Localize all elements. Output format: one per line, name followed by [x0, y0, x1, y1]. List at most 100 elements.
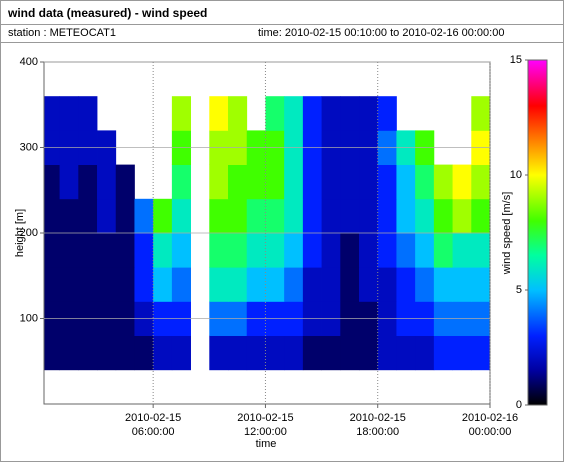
heatmap-cell: [359, 267, 379, 302]
heatmap-cell: [228, 233, 248, 268]
heatmap-cell: [415, 267, 435, 302]
heatmap-cell: [209, 164, 229, 200]
heatmap-cell: [134, 198, 154, 234]
heatmap-cell: [265, 198, 285, 234]
heatmap-cell: [59, 335, 79, 371]
heatmap-cell: [340, 233, 360, 268]
heatmap-cell: [171, 198, 191, 234]
y-axis-label: height [m]: [14, 209, 26, 257]
heatmap-cell: [359, 335, 379, 371]
heatmap-cell: [359, 233, 379, 268]
heatmap-cell: [97, 335, 117, 371]
heatmap-cell: [452, 233, 472, 268]
heatmap-cell: [171, 233, 191, 268]
heatmap-cell: [59, 233, 79, 268]
heatmap-cell: [134, 267, 154, 302]
heatmap-cell: [44, 335, 60, 371]
heatmap-cell: [171, 267, 191, 302]
heatmap-cell: [115, 267, 135, 302]
heatmap-cell: [471, 164, 491, 200]
heatmap-cell: [265, 335, 285, 371]
heatmap-cell: [302, 335, 322, 371]
heatmap-cell: [302, 164, 322, 200]
heatmap-cell: [153, 198, 173, 234]
heatmap-cell: [59, 198, 79, 234]
heatmap-cell: [452, 335, 472, 371]
heatmap-cell: [433, 164, 453, 200]
heatmap-cell: [153, 267, 173, 302]
heatmap-cell: [321, 198, 341, 234]
heatmap-cell: [433, 198, 453, 234]
heatmap-cell: [415, 335, 435, 371]
heatmap-cell: [396, 335, 416, 371]
heatmap-cell: [359, 96, 379, 131]
heatmap-cell: [433, 267, 453, 302]
heatmap-cell: [284, 267, 304, 302]
colorbar-tick-label: 15: [510, 54, 522, 66]
heatmap-cell: [115, 198, 135, 234]
heatmap-cell: [452, 267, 472, 302]
heatmap-cell: [78, 164, 98, 200]
heatmap-cell: [97, 233, 117, 268]
heatmap-cell: [78, 96, 98, 131]
heatmap-cell: [44, 198, 60, 234]
period: time: 2010-02-15 00:10:00 to 2010-02-16 …: [258, 27, 504, 39]
heatmap-cell: [377, 335, 397, 371]
heatmap-cell: [44, 233, 60, 268]
colorbar: [527, 59, 548, 406]
y-tick-label: 400: [20, 56, 38, 68]
heatmap-cell: [209, 198, 229, 234]
x-tick-label: 2010-02-15 18:00:00: [350, 412, 406, 438]
heatmap-cell: [115, 164, 135, 200]
heatmap-cell: [377, 198, 397, 234]
x-tick-label: 2010-02-16 00:00:00: [462, 412, 518, 438]
heatmap-cell: [396, 198, 416, 234]
x-axis-label: time: [256, 438, 277, 450]
heatmap-cell: [284, 233, 304, 268]
heatmap-cell: [44, 164, 60, 200]
heatmap-cell: [228, 267, 248, 302]
heatmap-cell: [321, 335, 341, 371]
heatmap-cell: [321, 233, 341, 268]
heatmap-cell: [97, 198, 117, 234]
heatmap-cell: [97, 164, 117, 200]
heatmap-cell: [415, 233, 435, 268]
chart-title: wind data (measured) - wind speed: [7, 6, 207, 20]
heatmap-cell: [471, 335, 491, 371]
heatmap-cell: [171, 164, 191, 200]
heatmap-cell: [471, 267, 491, 302]
heatmap-cell: [209, 267, 229, 302]
heatmap-cell: [471, 96, 491, 131]
heatmap-cell: [340, 335, 360, 371]
heatmap-cell: [171, 96, 191, 131]
heatmap-cell: [377, 96, 397, 131]
heatmap-cell: [153, 233, 173, 268]
heatmap-cell: [302, 267, 322, 302]
heatmap-cell: [228, 164, 248, 200]
heatmap-cell: [377, 267, 397, 302]
heatmap-cell: [321, 267, 341, 302]
heatmap-cell: [265, 233, 285, 268]
heatmap-cell: [415, 198, 435, 234]
heatmap-cell: [134, 335, 154, 371]
heatmap-cell: [396, 233, 416, 268]
heatmap-cell: [377, 164, 397, 200]
heatmap-cell: [209, 96, 229, 131]
y-tick-label: 300: [20, 141, 38, 153]
heatmap-cell: [340, 96, 360, 131]
heatmap-cell: [340, 267, 360, 302]
heatmap-cell: [134, 233, 154, 268]
heatmap-cell: [171, 335, 191, 371]
heatmap-cell: [377, 233, 397, 268]
heatmap-cell: [115, 335, 135, 371]
heatmap-cell: [78, 267, 98, 302]
heatmap-cell: [265, 96, 285, 131]
heatmap-cell: [153, 335, 173, 371]
heatmap-cell: [302, 198, 322, 234]
heatmap-cell: [246, 164, 266, 200]
heatmap-cell: [115, 233, 135, 268]
heatmap-cell: [321, 96, 341, 131]
heatmap-cell: [209, 233, 229, 268]
heatmap-cell: [44, 267, 60, 302]
